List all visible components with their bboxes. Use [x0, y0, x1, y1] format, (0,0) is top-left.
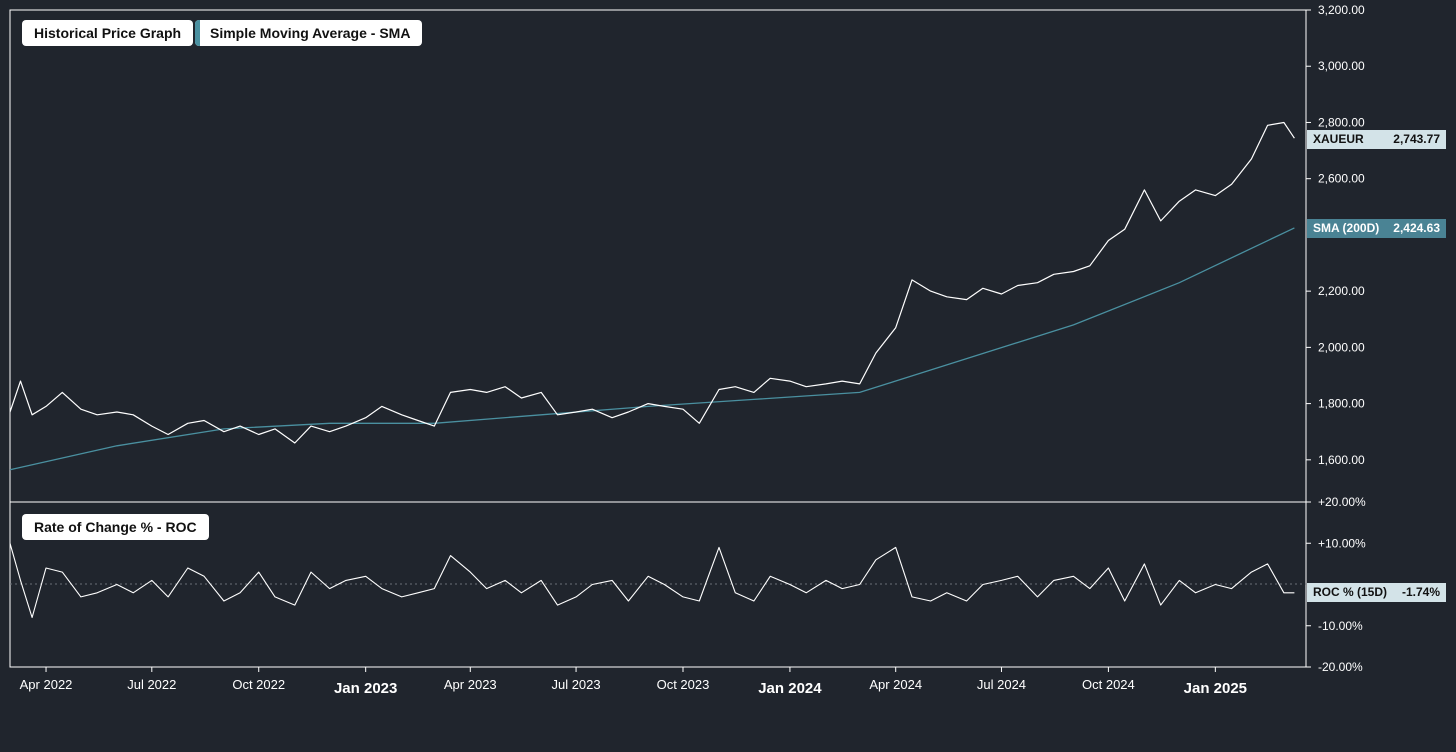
- price-value-tag: XAUEUR 2,743.77: [1307, 130, 1446, 149]
- x-tick-label: Jan 2025: [1184, 680, 1247, 697]
- roc-tick-label: +20.00%: [1318, 495, 1366, 509]
- x-tick-label: Oct 2023: [657, 677, 710, 692]
- price-tick-label: 1,800.00: [1318, 397, 1365, 411]
- x-tick-label: Jan 2024: [758, 680, 822, 697]
- x-tick-label: Jul 2024: [977, 677, 1026, 692]
- legend-roc[interactable]: Rate of Change % - ROC: [22, 514, 209, 540]
- price-panel-border: [9, 9, 1307, 503]
- roc-axis: +20.00% +10.00% -10.00% -20.00%: [1306, 495, 1366, 674]
- legend-price-label: Historical Price Graph: [34, 25, 182, 41]
- price-tick-label: 2,600.00: [1318, 172, 1365, 186]
- legend-sma-swatch: [195, 20, 200, 46]
- price-axis: 3,200.00 3,000.00 2,800.00 2,600.00 2,200.00…: [1306, 3, 1365, 467]
- x-tick-label: Jul 2023: [551, 677, 600, 692]
- roc-tag-value: -1.74%: [1401, 585, 1440, 599]
- price-panel: [9, 9, 1307, 503]
- x-tick-label: Oct 2024: [1082, 677, 1135, 692]
- roc-panel: [9, 501, 1307, 668]
- price-tag-value: 2,743.77: [1393, 132, 1440, 146]
- x-tick-label: Apr 2024: [869, 677, 922, 692]
- legend-sma[interactable]: Simple Moving Average - SMA: [195, 20, 423, 46]
- x-axis: Apr 2022 Jul 2022 Oct 2022 Jan 2023 Apr 2023…: [20, 667, 1247, 697]
- legend-price[interactable]: Historical Price Graph: [22, 20, 194, 46]
- x-tick-label: Apr 2023: [444, 677, 497, 692]
- price-tick-label: 2,200.00: [1318, 284, 1365, 298]
- sma-series-line: [9, 227, 1295, 471]
- x-tick-label: Jan 2023: [334, 680, 397, 697]
- sma-tag-name: SMA (200D): [1313, 221, 1380, 235]
- roc-tick-label: +10.00%: [1318, 536, 1366, 550]
- roc-series-line: [9, 543, 1295, 619]
- x-tick-label: Jul 2022: [127, 677, 176, 692]
- price-tag-name: XAUEUR: [1313, 132, 1364, 146]
- roc-value-tag: ROC % (15D) -1.74%: [1307, 583, 1446, 602]
- price-tick-label: 2,800.00: [1318, 115, 1365, 129]
- roc-tick-label: -10.00%: [1318, 619, 1363, 633]
- roc-tick-label: -20.00%: [1318, 660, 1363, 674]
- roc-tag-name: ROC % (15D): [1313, 585, 1388, 599]
- price-series-line: [9, 121, 1295, 444]
- sma-tag-value: 2,424.63: [1393, 221, 1440, 235]
- price-tick-label: 3,200.00: [1318, 3, 1365, 17]
- price-tick-label: 2,000.00: [1318, 340, 1365, 354]
- price-tick-label: 1,600.00: [1318, 453, 1365, 467]
- price-tick-label: 3,000.00: [1318, 59, 1365, 73]
- x-tick-label: Apr 2022: [20, 677, 73, 692]
- x-tick-label: Oct 2022: [232, 677, 285, 692]
- legend-roc-label: Rate of Change % - ROC: [34, 519, 197, 535]
- sma-value-tag: SMA (200D) 2,424.63: [1307, 219, 1446, 238]
- legend-sma-label: Simple Moving Average - SMA: [210, 25, 411, 41]
- series-layer: [9, 121, 1295, 619]
